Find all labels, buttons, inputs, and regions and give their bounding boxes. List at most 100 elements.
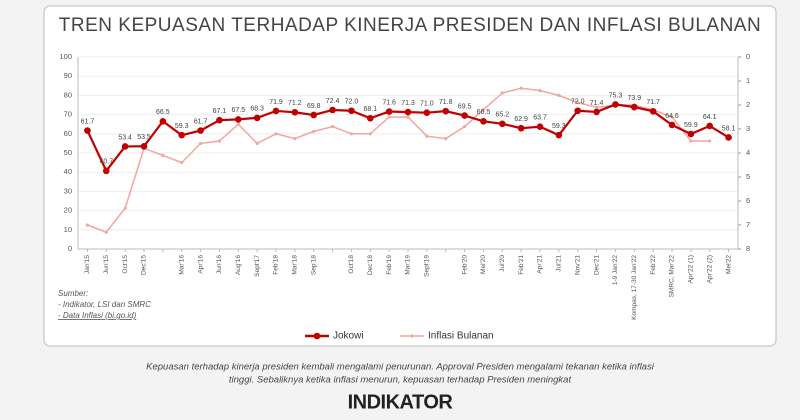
y-tick-label: 100: [59, 52, 72, 61]
data-label: 71.7: [646, 99, 660, 106]
point: [274, 132, 278, 136]
point: [404, 108, 412, 116]
x-tick-label: Jun'15: [103, 255, 110, 274]
chart-title: TREN KEPUASAN TERHADAP KINERJA PRESIDEN …: [59, 15, 761, 36]
point: [178, 131, 186, 139]
point: [649, 108, 657, 115]
point: [385, 108, 393, 115]
data-label: 71.6: [382, 99, 396, 106]
point: [348, 107, 355, 115]
point: [538, 89, 542, 93]
data-label: 61.7: [81, 118, 95, 125]
point: [368, 132, 372, 136]
data-label: 71.9: [269, 99, 283, 106]
x-tick-label: Dec'21: [593, 255, 600, 275]
source: - Indikator, LSI dan SMRC: [58, 300, 151, 309]
point: [85, 223, 90, 227]
x-tick-label: Feb'18: [273, 255, 280, 275]
point: [706, 122, 714, 130]
point: [536, 123, 544, 130]
data-label: 69.8: [307, 103, 321, 110]
data-label: 64.6: [665, 113, 679, 120]
y-tick-label: 10: [64, 225, 72, 234]
y-tick-label: 0: [68, 244, 72, 253]
y-tick-label: 40: [64, 167, 72, 176]
point: [517, 124, 525, 132]
point: [236, 122, 240, 126]
point: [519, 86, 523, 90]
point: [330, 125, 335, 129]
data-label: 67.5: [231, 107, 245, 114]
x-tick-label: Sep'18: [310, 255, 317, 275]
data-label: 59.3: [552, 123, 566, 130]
point: [159, 118, 167, 125]
x-tick-label: 1-9 Jan'22: [612, 255, 619, 286]
y-tick-label: 70: [64, 110, 72, 119]
data-label: 58.1: [722, 125, 736, 132]
point: [480, 118, 487, 125]
caption: tinggi. Sebaliknya ketika inflasi menuru…: [229, 375, 572, 386]
data-label: 72.0: [345, 99, 359, 106]
point: [593, 108, 600, 116]
y-tick-label: 50: [64, 148, 72, 157]
data-label: 69.5: [458, 103, 472, 110]
y2-tick-label: 3: [746, 124, 750, 133]
y2-tick-label: 1: [746, 76, 750, 85]
y-tick-label: 30: [64, 186, 72, 195]
point: [197, 127, 204, 134]
point: [310, 111, 318, 119]
x-tick-label: Mei'20: [480, 255, 487, 274]
x-tick-label: Jul'20: [499, 255, 506, 272]
point: [442, 107, 450, 115]
point: [462, 125, 467, 129]
data-label: 53.4: [118, 134, 132, 141]
x-tick-label: Nov'21: [574, 255, 581, 275]
x-tick-label: Kompas, 17-30 Jan'22: [631, 255, 638, 320]
point: [576, 101, 580, 105]
x-tick-label: Apr'16: [197, 255, 204, 274]
y2-tick-label: 0: [746, 52, 750, 61]
point: [425, 134, 429, 138]
source: - Data Inflasi (bi.go.id): [58, 311, 137, 320]
point: [725, 134, 732, 141]
data-label: 66.5: [156, 109, 170, 116]
y2-tick-label: 7: [746, 220, 750, 229]
legend-label: Inflasi Bulanan: [428, 331, 494, 342]
data-label: 64.1: [703, 114, 717, 121]
x-tick-label: Feb'20: [461, 255, 468, 275]
source-title: Sumber:: [58, 289, 88, 298]
point: [630, 103, 638, 111]
point: [272, 107, 280, 115]
point: [312, 129, 316, 133]
x-tick-label: Mar'19: [405, 255, 412, 275]
point: [594, 105, 599, 109]
x-tick-label: Apr'21: [537, 255, 544, 274]
point: [216, 116, 223, 124]
point: [555, 131, 563, 139]
x-tick-label: Dec'15: [141, 255, 148, 275]
point: [140, 142, 148, 150]
data-label: 62.9: [514, 116, 528, 123]
point: [84, 127, 91, 134]
logo: INDIKATOR: [348, 391, 454, 413]
point: [121, 143, 129, 150]
legend-label: Jokowi: [333, 331, 364, 342]
y-tick-label: 20: [64, 206, 72, 215]
x-tick-label: Oct'15: [122, 255, 129, 274]
data-label: 61.7: [194, 118, 208, 125]
point: [574, 107, 582, 115]
y2-tick-label: 4: [746, 148, 750, 157]
point: [198, 141, 203, 145]
x-tick-label: Apr'22 (2): [706, 255, 713, 283]
y2-tick-label: 8: [746, 244, 750, 253]
data-label: 59.9: [684, 122, 698, 129]
point: [217, 139, 222, 143]
data-label: 71.2: [288, 100, 302, 107]
x-tick-label: Jul'21: [556, 255, 563, 272]
data-label: 72.4: [326, 98, 340, 105]
x-tick-label: Sept'19: [424, 255, 431, 277]
data-label: 63.7: [533, 115, 547, 122]
data-label: 59.3: [175, 123, 189, 130]
